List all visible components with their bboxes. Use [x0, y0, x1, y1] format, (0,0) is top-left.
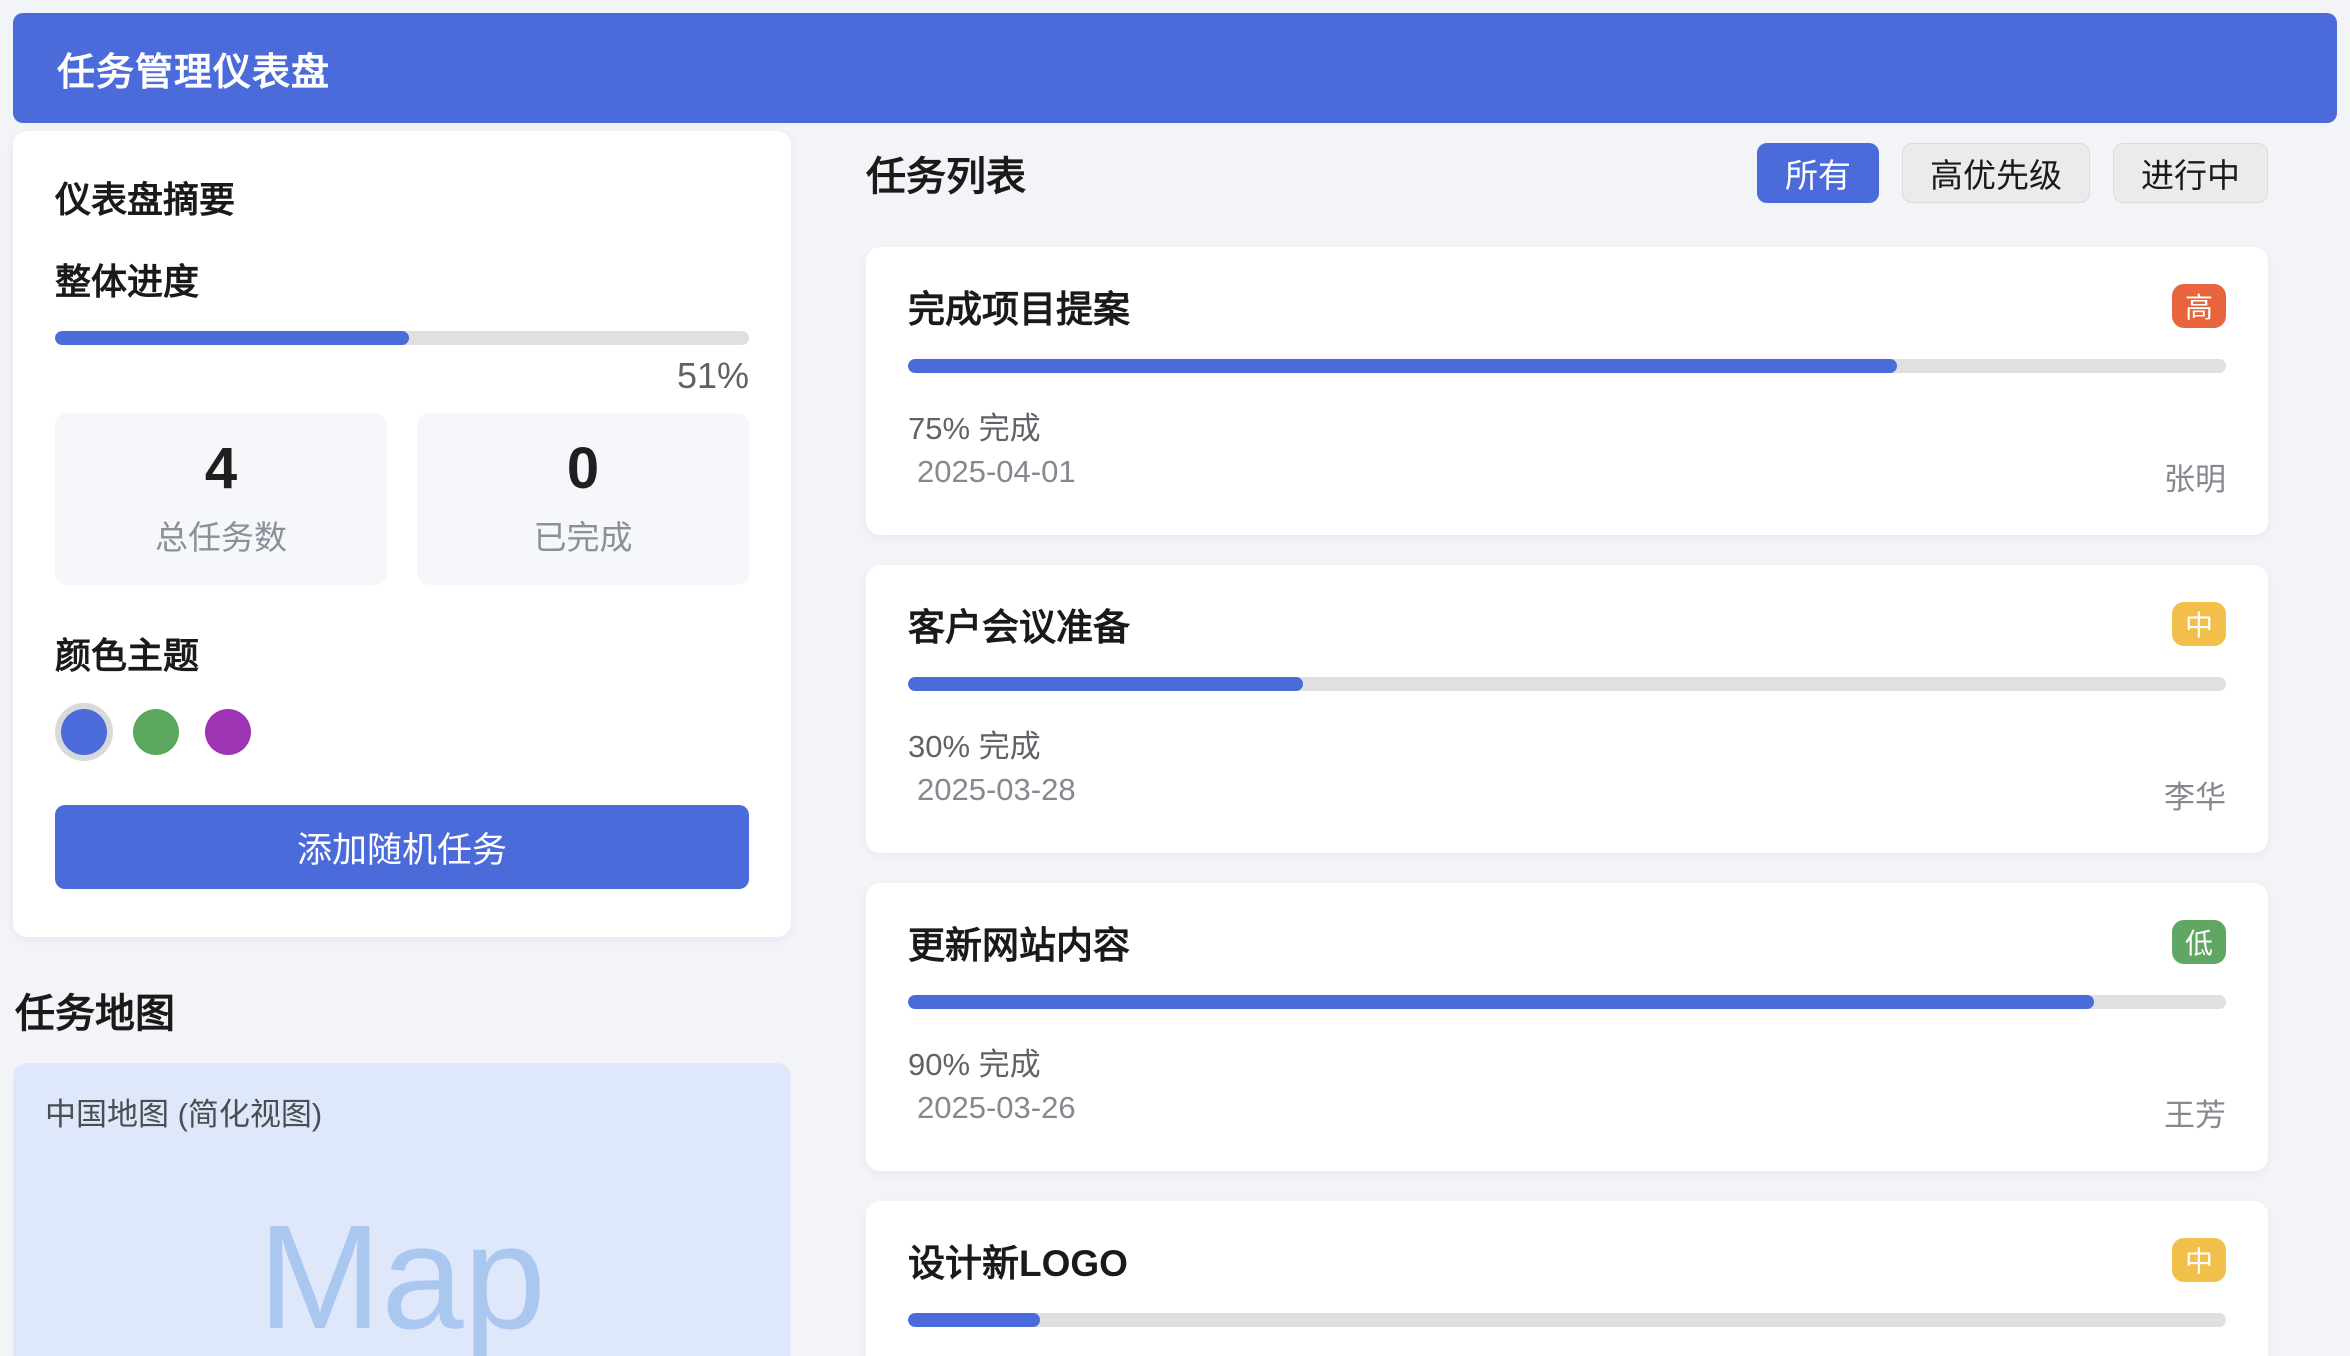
priority-badge: 低 [2172, 920, 2226, 964]
priority-badge: 中 [2172, 1238, 2226, 1282]
theme-swatch-green[interactable] [133, 709, 179, 755]
priority-badge: 中 [2172, 602, 2226, 646]
filter-in-progress[interactable]: 进行中 [2113, 143, 2268, 203]
app-header: 任务管理仪表盘 [13, 13, 2337, 123]
map-canvas: 中国地图 (简化视图) Map [13, 1063, 791, 1356]
task-assignee: 李华 [2164, 780, 2226, 815]
overall-progress-bar [55, 331, 749, 345]
task-card[interactable]: 完成项目提案 高 75% 完成 2025-04-01 张明 [866, 247, 2268, 535]
stat-total-value: 4 [204, 436, 238, 501]
summary-title: 仪表盘摘要 [55, 179, 236, 220]
stat-completed-label: 已完成 [533, 519, 633, 556]
task-due-date: 2025-04-01 [917, 454, 1076, 489]
overall-progress-percent: 51% [676, 355, 749, 396]
task-progress-fill [908, 359, 1897, 373]
task-progress-bar [908, 359, 2226, 373]
task-due-date: 2025-03-28 [917, 772, 1076, 807]
task-title: 客户会议准备 [908, 607, 1130, 648]
map-section-title: 任务地图 [15, 992, 175, 1036]
task-meta: 2025-03-28 李华 [908, 772, 2226, 817]
task-progress-bar [908, 677, 2226, 691]
task-card-top: 客户会议准备 中 [908, 597, 2226, 651]
stat-completed-value: 0 [566, 436, 600, 501]
task-assignee: 张明 [2164, 462, 2226, 497]
task-list-title: 任务列表 [866, 155, 1026, 199]
overall-progress-title: 整体进度 [55, 261, 200, 302]
task-progress-fill [908, 1313, 1040, 1327]
priority-badge: 高 [2172, 284, 2226, 328]
stats-row: 4 总任务数 0 已完成 [55, 413, 749, 585]
task-title: 完成项目提案 [908, 289, 1130, 330]
task-list-panel: 任务列表 所有 高优先级 进行中 完成项目提案 高 75% 完成 202 [866, 131, 2268, 1356]
task-percent-label: 30% 完成 [908, 729, 1041, 764]
theme-swatch-blue[interactable] [61, 709, 107, 755]
task-filters: 所有 高优先级 进行中 [1757, 143, 2268, 203]
overall-progress-section: 整体进度 51% [55, 253, 749, 397]
task-percent-label: 90% 完成 [908, 1047, 1041, 1082]
task-card-top: 更新网站内容 低 [908, 915, 2226, 969]
theme-swatches [55, 709, 749, 755]
theme-swatch-purple[interactable] [205, 709, 251, 755]
overall-progress-fill [55, 331, 409, 345]
task-assignee: 王芳 [2164, 1098, 2226, 1133]
task-meta: 2025-03-26 王芳 [908, 1090, 2226, 1135]
stat-total-tasks: 4 总任务数 [55, 413, 387, 585]
add-random-task-button[interactable]: 添加随机任务 [55, 805, 749, 889]
stat-total-label: 总任务数 [155, 519, 287, 556]
task-percent-label: 75% 完成 [908, 411, 1041, 446]
task-meta: 2025-04-01 张明 [908, 454, 2226, 499]
stat-completed-tasks: 0 已完成 [417, 413, 749, 585]
task-title: 更新网站内容 [908, 925, 1130, 966]
task-card-top: 完成项目提案 高 [908, 279, 2226, 333]
task-progress-fill [908, 677, 1304, 691]
color-theme-title: 颜色主题 [55, 635, 200, 676]
task-card[interactable]: 客户会议准备 中 30% 完成 2025-03-28 李华 [866, 565, 2268, 853]
map-placeholder-text: Map [258, 1195, 546, 1356]
filter-all[interactable]: 所有 [1757, 143, 1879, 203]
task-card[interactable]: 更新网站内容 低 90% 完成 2025-03-26 王芳 [866, 883, 2268, 1171]
task-due-date: 2025-03-26 [917, 1090, 1076, 1125]
task-title: 设计新LOGO [908, 1243, 1128, 1284]
content: 仪表盘摘要 整体进度 51% 4 总任务数 0 已完成 [13, 131, 2337, 1356]
task-progress-bar [908, 1313, 2226, 1327]
sidebar: 仪表盘摘要 整体进度 51% 4 总任务数 0 已完成 [13, 131, 791, 1356]
task-progress-bar [908, 995, 2226, 1009]
summary-card: 仪表盘摘要 整体进度 51% 4 总任务数 0 已完成 [13, 131, 791, 937]
task-card[interactable]: 设计新LOGO 中 10% 完成 2025-04-05 赵静 [866, 1201, 2268, 1356]
filter-high-priority[interactable]: 高优先级 [1902, 143, 2090, 203]
color-theme-section: 颜色主题 [55, 627, 749, 755]
task-card-top: 设计新LOGO 中 [908, 1233, 2226, 1287]
task-list-header: 任务列表 所有 高优先级 进行中 [866, 143, 2268, 203]
map-caption: 中国地图 (简化视图) [45, 1097, 323, 1132]
app-title: 任务管理仪表盘 [57, 51, 331, 94]
task-progress-fill [908, 995, 2095, 1009]
